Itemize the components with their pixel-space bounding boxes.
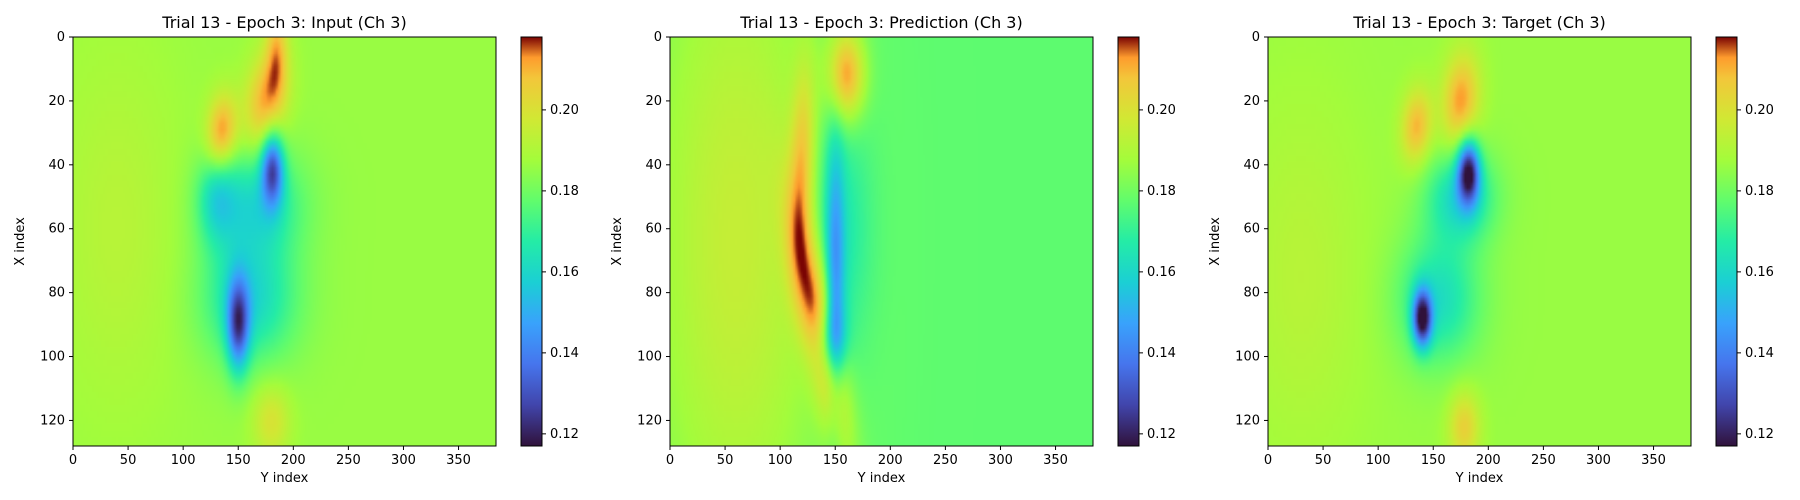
y-tick-label: 20 — [48, 94, 65, 109]
x-tick-label: 50 — [120, 453, 137, 468]
y-axis-label: X index — [610, 217, 625, 266]
axes-frame — [72, 36, 497, 447]
y-tick-label: 0 — [1252, 30, 1260, 45]
x-tick-label: 350 — [446, 453, 471, 468]
y-tick-label: 0 — [654, 30, 662, 45]
y-tick-label: 60 — [1243, 222, 1260, 237]
heatmap-panel-2: Trial 13 - Epoch 3: Prediction (Ch 3) 0 50… — [610, 13, 1176, 486]
colorbar-tick-label: 0.14 — [1147, 346, 1176, 361]
heatmap-panel-3: Trial 13 - Epoch 3: Target (Ch 3) 0 50 100 1… — [1208, 13, 1774, 486]
colorbar-tick-label: 0.18 — [550, 184, 579, 199]
colorbar-tick-label: 0.20 — [1745, 103, 1774, 118]
axes-frame — [1267, 36, 1692, 447]
heatmap-image — [670, 37, 1093, 446]
x-tick-label: 150 — [823, 453, 848, 468]
colorbar-tick-label: 0.20 — [550, 103, 579, 118]
x-tick-label: 100 — [1366, 453, 1391, 468]
chart-title: Trial 13 - Epoch 3: Target (Ch 3) — [1352, 13, 1605, 32]
chart-title: Trial 13 - Epoch 3: Prediction (Ch 3) — [739, 13, 1022, 32]
x-tick-label: 0 — [1264, 453, 1272, 468]
colorbar-tick-label: 0.18 — [1745, 184, 1774, 199]
x-tick-label: 100 — [171, 453, 196, 468]
x-tick-label: 100 — [768, 453, 793, 468]
colorbar-tick-label: 0.16 — [1147, 265, 1176, 280]
y-tick-label: 100 — [637, 350, 662, 365]
y-tick-label: 0 — [57, 30, 65, 45]
colorbar: 0.12 0.14 0.16 0.18 0.20 — [520, 36, 579, 447]
colorbar-gradient — [1715, 36, 1738, 447]
colorbar-tick-label: 0.20 — [1147, 103, 1176, 118]
heatmap-image — [1268, 37, 1691, 446]
y-tick-label: 120 — [637, 413, 662, 428]
x-axis-label: Y index — [857, 471, 906, 486]
x-tick-label: 200 — [878, 453, 903, 468]
y-tick-label: 60 — [645, 222, 662, 237]
colorbar-gradient — [520, 36, 543, 447]
x-tick-label: 250 — [1531, 453, 1556, 468]
y-tick-label: 80 — [48, 286, 65, 301]
x-tick-label: 350 — [1641, 453, 1666, 468]
chart-title: Trial 13 - Epoch 3: Input (Ch 3) — [161, 13, 406, 32]
heatmap-image — [73, 37, 496, 446]
y-axis-label: X index — [1208, 217, 1223, 266]
x-axis-label: Y index — [1455, 471, 1504, 486]
colorbar: 0.12 0.14 0.16 0.18 0.20 — [1715, 36, 1774, 447]
y-tick-label: 80 — [645, 286, 662, 301]
y-tick-label: 40 — [48, 158, 65, 173]
y-tick-label: 100 — [1235, 350, 1260, 365]
x-tick-label: 300 — [391, 453, 416, 468]
x-tick-label: 150 — [226, 453, 251, 468]
y-tick-label: 40 — [645, 158, 662, 173]
x-tick-label: 350 — [1043, 453, 1068, 468]
axes-frame — [669, 36, 1094, 447]
x-tick-label: 250 — [933, 453, 958, 468]
colorbar: 0.12 0.14 0.16 0.18 0.20 — [1117, 36, 1176, 447]
colorbar-tick-label: 0.14 — [550, 346, 579, 361]
colorbar-tick-label: 0.12 — [1147, 427, 1176, 442]
x-tick-label: 300 — [988, 453, 1013, 468]
x-tick-label: 150 — [1421, 453, 1446, 468]
colorbar-tick-label: 0.16 — [1745, 265, 1774, 280]
colorbar-tick-label: 0.14 — [1745, 346, 1774, 361]
x-tick-label: 200 — [1476, 453, 1501, 468]
y-tick-label: 120 — [1235, 413, 1260, 428]
x-tick-label: 0 — [69, 453, 77, 468]
y-tick-label: 120 — [40, 413, 65, 428]
x-axis-label: Y index — [260, 471, 309, 486]
colorbar-tick-label: 0.12 — [1745, 427, 1774, 442]
colorbar-tick-label: 0.12 — [550, 427, 579, 442]
colorbar-tick-label: 0.16 — [550, 265, 579, 280]
x-tick-label: 300 — [1586, 453, 1611, 468]
y-tick-label: 20 — [1243, 94, 1260, 109]
heatmap-panel-1: Trial 13 - Epoch 3: Input (Ch 3) 0 50 100 15… — [13, 13, 579, 486]
colorbar-tick-label: 0.18 — [1147, 184, 1176, 199]
x-tick-label: 250 — [336, 453, 361, 468]
y-tick-label: 40 — [1243, 158, 1260, 173]
x-tick-label: 50 — [1315, 453, 1332, 468]
x-tick-label: 50 — [717, 453, 734, 468]
y-tick-label: 20 — [645, 94, 662, 109]
y-tick-label: 100 — [40, 350, 65, 365]
colorbar-gradient — [1117, 36, 1140, 447]
y-tick-label: 80 — [1243, 286, 1260, 301]
x-tick-label: 0 — [666, 453, 674, 468]
y-tick-label: 60 — [48, 222, 65, 237]
x-tick-label: 200 — [281, 453, 306, 468]
y-axis-label: X index — [13, 217, 28, 266]
